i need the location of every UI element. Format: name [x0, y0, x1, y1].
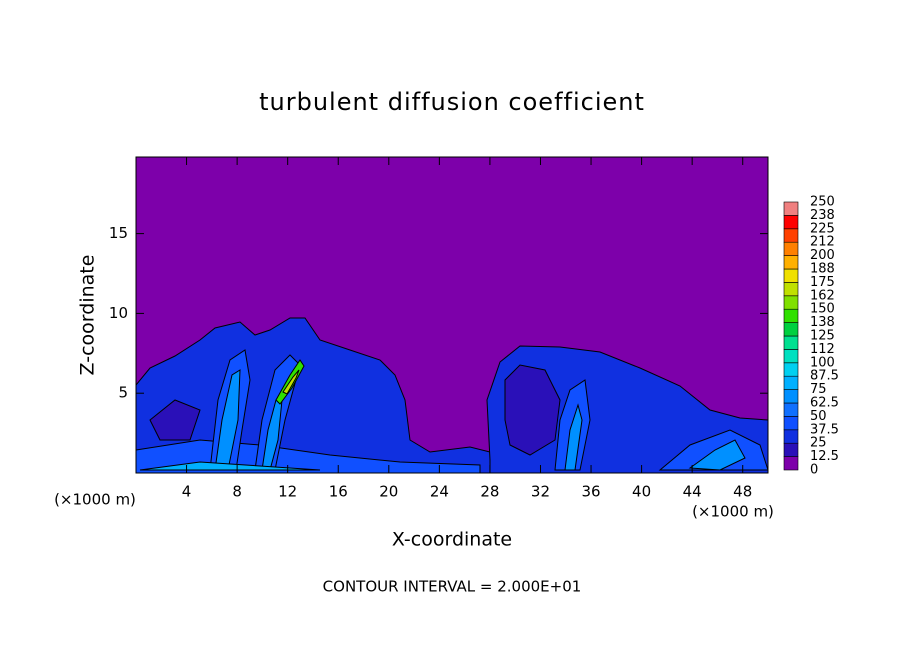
colorbar-label: 0	[810, 463, 818, 478]
colorbar-segment	[783, 402, 799, 417]
colorbar-segment	[783, 416, 799, 431]
colorbar-label: 50	[810, 409, 827, 424]
x-tick-label: 4	[182, 483, 192, 501]
colorbar-label: 75	[810, 382, 827, 397]
chart-title: turbulent diffusion coefficient	[259, 88, 645, 116]
colorbar-segment	[783, 442, 799, 457]
colorbar-segment	[783, 349, 799, 364]
contour-region	[688, 439, 746, 471]
colorbar-label: 188	[810, 262, 835, 277]
x-tick-label: 36	[581, 483, 600, 501]
colorbar-segment	[783, 282, 799, 297]
contour-note: CONTOUR INTERVAL = 2.000E+01	[323, 578, 582, 596]
colorbar-label: 37.5	[810, 422, 839, 437]
x-tick-label: 20	[379, 483, 398, 501]
contour-region	[486, 345, 768, 473]
colorbar-label: 25	[810, 436, 827, 451]
x-unit-label: (×1000 m)	[692, 503, 774, 521]
colorbar-label: 150	[810, 302, 835, 317]
colorbar-label: 62.5	[810, 396, 839, 411]
colorbar-segment	[783, 255, 799, 270]
plot-area	[135, 156, 769, 474]
x-tick-label: 12	[278, 483, 297, 501]
y-tick-label: 10	[109, 304, 128, 322]
field	[136, 157, 768, 473]
colorbar-segment	[783, 375, 799, 390]
colorbar-segment	[783, 228, 799, 243]
contour-region	[564, 403, 583, 471]
colorbar-label: 200	[810, 248, 835, 263]
plot-frame	[135, 156, 769, 474]
x-axis-label: X-coordinate	[392, 529, 512, 551]
colorbar-segment	[783, 456, 799, 471]
colorbar-segment	[783, 215, 799, 230]
x-tick-label: 8	[232, 483, 242, 501]
y-axis-label: Z-coordinate	[77, 255, 99, 376]
x-tick-label: 48	[733, 483, 752, 501]
colorbar-label: 225	[810, 221, 835, 236]
x-tick-label: 16	[329, 483, 348, 501]
x-unit-label: (×1000 m)	[54, 491, 136, 509]
x-tick-label: 24	[430, 483, 449, 501]
colorbar-segment	[783, 389, 799, 404]
colorbar-segment	[783, 201, 799, 216]
x-tick-label: 40	[632, 483, 651, 501]
colorbar-label: 125	[810, 329, 835, 344]
contour-region	[139, 461, 321, 471]
colorbar-segment	[783, 335, 799, 350]
x-tick-label: 28	[480, 483, 499, 501]
contour-region	[149, 399, 201, 441]
colorbar-segment	[783, 268, 799, 283]
colorbar-label: 138	[810, 315, 835, 330]
colorbar-label: 212	[810, 235, 835, 250]
colorbar-segment	[783, 322, 799, 337]
colorbar-label: 175	[810, 275, 835, 290]
contour-region	[504, 364, 561, 456]
y-tick-label: 5	[118, 384, 128, 402]
colorbar-label: 162	[810, 288, 835, 303]
colorbar-segment	[783, 241, 799, 256]
contour-region	[282, 369, 300, 395]
colorbar-segment	[783, 295, 799, 310]
colorbar-label: 112	[810, 342, 835, 357]
y-tick-label: 15	[109, 224, 128, 242]
colorbar-segment	[783, 308, 799, 323]
colorbar-label: 100	[810, 355, 835, 370]
x-tick-label: 44	[683, 483, 702, 501]
colorbar-label: 12.5	[810, 449, 839, 464]
colorbar-label: 238	[810, 208, 835, 223]
colorbar-label: 87.5	[810, 369, 839, 384]
colorbar-segment	[783, 429, 799, 444]
colorbar-segment	[783, 362, 799, 377]
x-tick-label: 32	[531, 483, 550, 501]
colorbar-label: 250	[810, 195, 835, 210]
